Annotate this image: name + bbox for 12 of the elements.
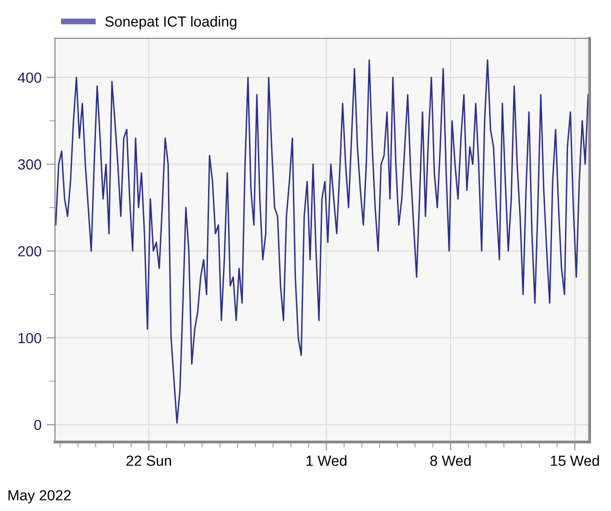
x-tick-label: 22 Sun <box>126 456 172 466</box>
y-tick-label: 0 <box>34 420 42 430</box>
x-tick-label: 8 Wed <box>430 455 471 466</box>
legend-label: Sonepat ICT loading <box>105 16 236 30</box>
y-tick-label: 200 <box>18 246 42 256</box>
line-series <box>55 59 589 424</box>
y-tick-label: 100 <box>18 332 42 344</box>
x-tick-label: 1 Wed <box>306 455 346 466</box>
text: May 2022 <box>8 490 71 504</box>
y-tick-label: 400 <box>18 72 42 83</box>
x-tick-label: 15 Wed <box>550 455 599 466</box>
y-tick-label: 300 <box>18 159 42 170</box>
